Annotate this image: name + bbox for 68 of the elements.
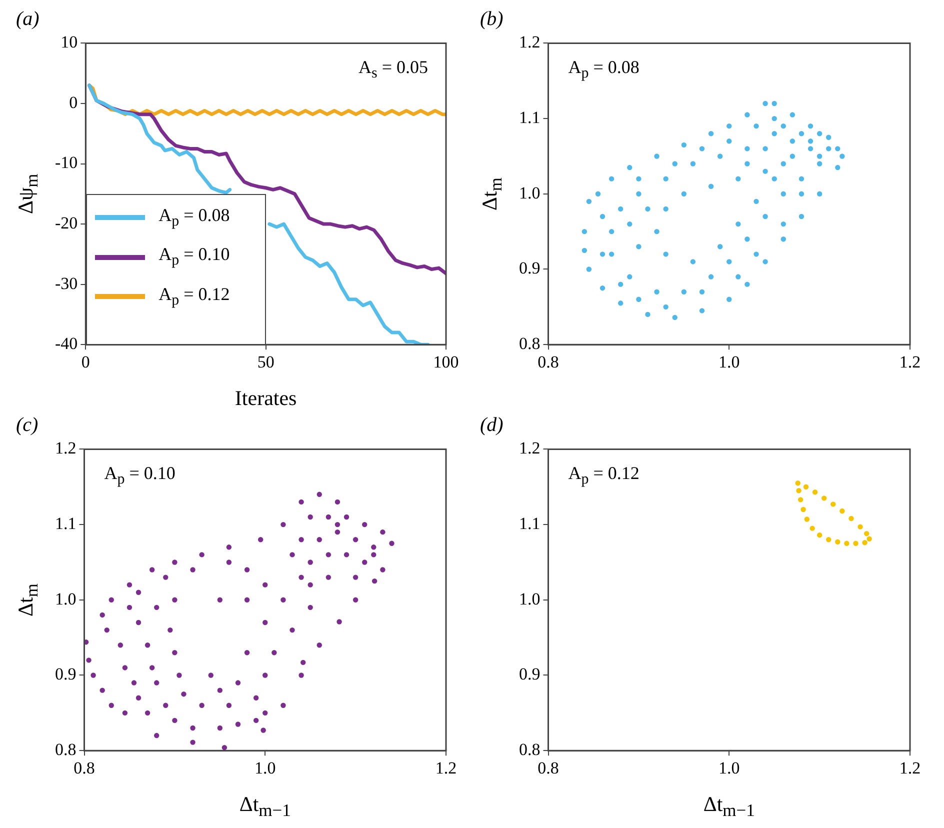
y-tick-label: 0.8 bbox=[519, 334, 540, 354]
point bbox=[826, 537, 832, 542]
point bbox=[830, 502, 836, 507]
annotation: A$_{s}$ = 0.05 bbox=[358, 57, 428, 83]
point bbox=[835, 539, 840, 544]
point bbox=[800, 506, 806, 512]
y-tick-label: 1.2 bbox=[55, 438, 76, 458]
point bbox=[821, 496, 827, 501]
chart-title: (c) bbox=[16, 414, 38, 437]
x-tick-label: 1.0 bbox=[254, 758, 276, 778]
x-tick-label: 1.2 bbox=[899, 352, 921, 372]
x-tick-label: 1.0 bbox=[718, 352, 740, 372]
x-tick-label: 1.2 bbox=[899, 758, 921, 778]
point bbox=[803, 484, 809, 490]
chart-title: (d) bbox=[480, 414, 504, 437]
y-tick-label: 1.1 bbox=[55, 514, 76, 534]
legend-label: A$_{p}$ = 0.08 bbox=[158, 204, 230, 230]
point bbox=[816, 532, 822, 538]
y-tick-label: 0 bbox=[69, 92, 78, 112]
point bbox=[840, 508, 845, 514]
y-tick-label: 1.1 bbox=[519, 108, 540, 128]
y-tick-label: 1.0 bbox=[55, 589, 76, 608]
annotation: A$_{p}$ = 0.08 bbox=[568, 57, 640, 83]
x-tick-label: 1.0 bbox=[718, 758, 740, 778]
y-tick-label: 1.2 bbox=[519, 32, 540, 52]
point bbox=[853, 540, 858, 546]
point bbox=[795, 480, 800, 486]
x-tick-label: 100 bbox=[433, 352, 459, 372]
y-tick-label: 0.9 bbox=[519, 258, 540, 278]
y-tick-label: -30 bbox=[54, 274, 78, 293]
x-axis-title: Δt$_{m−1}$ bbox=[239, 792, 291, 822]
point bbox=[810, 526, 815, 531]
point bbox=[866, 536, 872, 542]
x-axis-title: Iterates bbox=[234, 386, 297, 411]
point bbox=[862, 540, 868, 546]
y-tick-label: 0.9 bbox=[519, 664, 540, 684]
x-tick-label: 50 bbox=[257, 352, 274, 372]
y-tick-label: -20 bbox=[54, 214, 78, 233]
x-axis-title: Δt$_{m−1}$ bbox=[703, 792, 755, 822]
y-tick-label: 1.0 bbox=[519, 183, 540, 202]
point bbox=[804, 516, 810, 522]
legend-label: A$_{p}$ = 0.10 bbox=[158, 244, 230, 270]
point bbox=[812, 490, 818, 495]
chart-title: (a) bbox=[16, 8, 40, 31]
point bbox=[864, 530, 870, 536]
x-tick-label: 1.2 bbox=[435, 758, 457, 778]
x-tick-label: 0.8 bbox=[74, 758, 95, 778]
point bbox=[798, 497, 804, 502]
point bbox=[796, 488, 802, 494]
x-tick-label: 0.8 bbox=[538, 758, 559, 778]
point bbox=[848, 516, 854, 522]
annotation: A$_{p}$ = 0.12 bbox=[568, 463, 640, 489]
x-tick-label: 0 bbox=[81, 352, 90, 372]
point bbox=[858, 524, 863, 530]
y-tick-label: 0.8 bbox=[519, 740, 540, 760]
x-tick-label: 0.8 bbox=[538, 352, 559, 372]
annotation: A$_{p}$ = 0.10 bbox=[104, 463, 176, 489]
y-tick-label: -10 bbox=[54, 153, 78, 172]
point bbox=[844, 540, 850, 546]
chart-title: (b) bbox=[480, 8, 504, 31]
y-tick-label: 0.9 bbox=[55, 664, 76, 684]
legend-label: A$_{p}$ = 0.12 bbox=[158, 284, 230, 310]
y-tick-label: 10 bbox=[60, 32, 78, 52]
y-tick-label: 1.0 bbox=[519, 589, 540, 608]
y-tick-label: -40 bbox=[54, 334, 78, 354]
y-tick-label: 1.1 bbox=[519, 514, 540, 534]
y-tick-label: 0.8 bbox=[55, 740, 76, 760]
y-tick-label: 1.2 bbox=[519, 438, 540, 458]
